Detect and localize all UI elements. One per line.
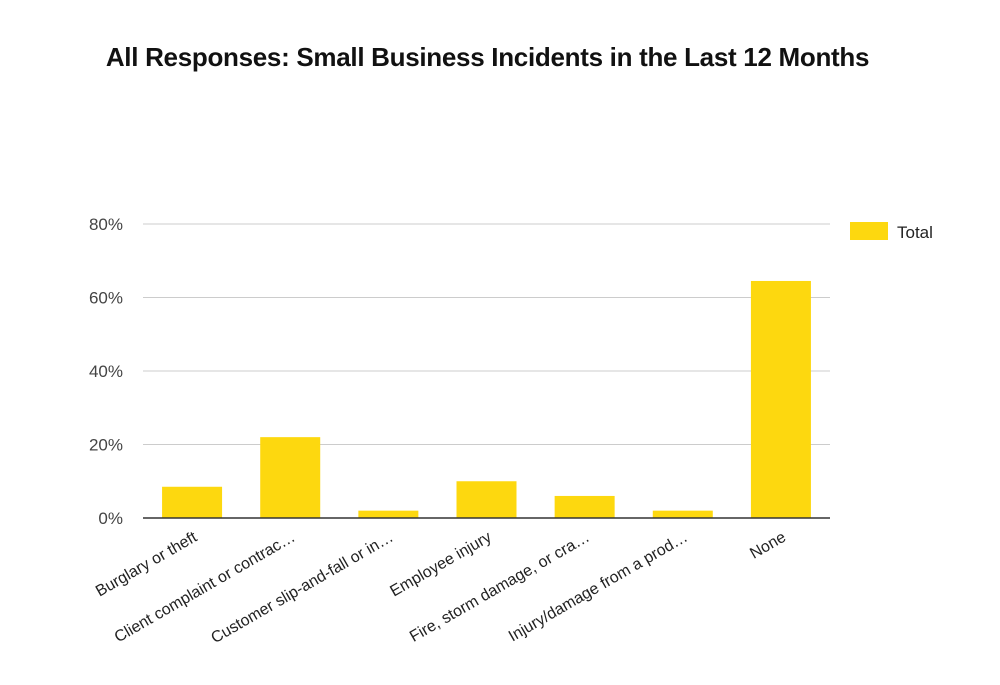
- y-tick-label: 40%: [89, 362, 123, 381]
- y-tick-label: 80%: [89, 215, 123, 234]
- x-tick-label: Injury/damage from a prod…: [506, 529, 691, 646]
- gridlines: [143, 223, 830, 445]
- bar: [260, 437, 321, 518]
- bar: [554, 495, 615, 518]
- chart-title: All Responses: Small Business Incidents …: [105, 42, 870, 72]
- bar: [358, 510, 419, 518]
- x-tick-label: Client complaint or contrac…: [112, 529, 298, 646]
- legend-label: Total: [897, 223, 933, 242]
- legend: Total: [850, 222, 933, 242]
- x-tick-label: Fire, storm damage, or cra…: [407, 529, 593, 646]
- bar: [162, 486, 223, 518]
- legend-swatch: [850, 222, 888, 240]
- x-tick-label: None: [747, 529, 789, 563]
- x-tick-label: Customer slip-and-fall or in…: [208, 529, 396, 647]
- y-tick-label: 60%: [89, 289, 123, 308]
- bar: [456, 481, 517, 518]
- y-tick-label: 0%: [98, 509, 123, 528]
- y-tick-label: 20%: [89, 436, 123, 455]
- y-axis-ticks: 0% 20% 40% 60% 80%: [89, 215, 123, 528]
- bars: [162, 280, 811, 518]
- bar: [652, 510, 713, 518]
- bar: [750, 280, 811, 518]
